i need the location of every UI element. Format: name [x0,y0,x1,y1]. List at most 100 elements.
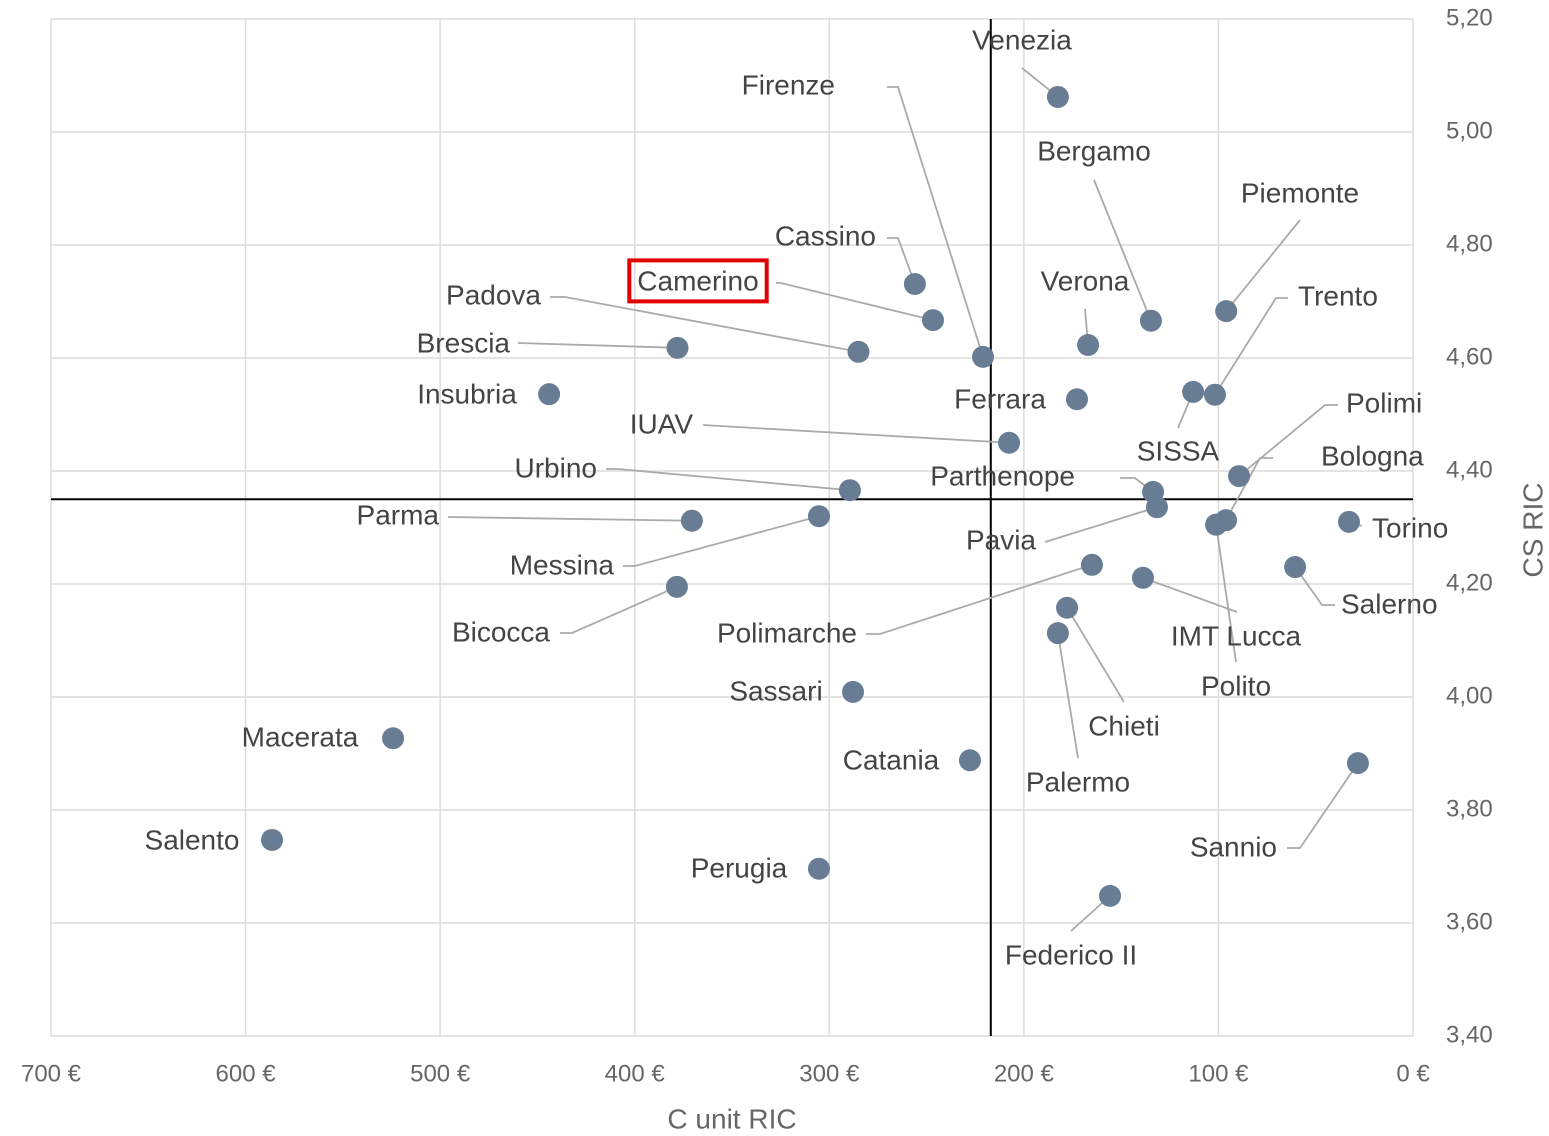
point [1046,622,1069,645]
point [903,272,926,295]
point-label: Parthenope [930,460,1075,491]
x-axis-title: C unit RIC [667,1103,796,1134]
point [1056,596,1079,619]
point-label: Torino [1372,512,1448,543]
point [1203,383,1226,406]
point [1228,465,1251,488]
point [261,828,284,851]
point-label: Venezia [972,24,1072,55]
point-label: Perugia [691,852,788,883]
point [1077,334,1100,357]
point [1205,513,1228,536]
point [807,857,830,880]
point [971,345,994,368]
x-tick-label: 0 € [1396,1060,1430,1087]
point-label: Brescia [417,327,511,358]
point-label: Polimi [1346,387,1422,418]
leader-line [1215,524,1237,663]
y-tick-label: 5,20 [1446,4,1493,31]
point [838,479,861,502]
point [921,309,944,332]
point [1099,884,1122,907]
point [665,575,688,598]
y-tick-label: 3,60 [1446,908,1493,935]
point-label: Polimarche [717,617,857,648]
point-label: Ferrara [954,383,1046,414]
x-tick-label: 700 € [21,1060,82,1087]
y-tick-label: 3,40 [1446,1021,1493,1048]
point-label: Palermo [1026,766,1130,797]
point [1139,309,1162,332]
point-label: Insubria [417,378,517,409]
point-label: Parma [357,499,440,530]
point [680,509,703,532]
point-label: Catania [843,744,940,775]
point [998,431,1021,454]
point-label: IMT Lucca [1171,620,1302,651]
leader-line [1142,576,1238,613]
point-label: Federico II [1005,939,1137,970]
y-tick-label: 4,00 [1446,682,1493,709]
point [1284,556,1307,579]
point [1182,380,1205,403]
point-label: Pavia [966,524,1036,555]
point-label: Sannio [1190,831,1277,862]
leader-line [447,516,692,522]
point-label: Salento [145,824,240,855]
y-tick-label: 3,80 [1446,795,1493,822]
point [958,749,981,772]
x-tick-label: 400 € [605,1060,666,1087]
leader-line [887,86,984,358]
point-label: Firenze [742,69,835,100]
point-label: SISSA [1137,435,1220,466]
point-label: Polito [1201,670,1271,701]
point [1046,85,1069,108]
point [1346,752,1369,775]
x-tick-label: 500 € [410,1060,471,1087]
y-axis-title: CS RIC [1517,483,1548,578]
point-label: Chieti [1088,710,1160,741]
point-label: Messina [510,549,615,580]
point [1065,388,1088,411]
leader-line [560,586,678,634]
point-label: Piemonte [1241,177,1359,208]
x-tick-label: 600 € [216,1060,277,1087]
point-label: Bologna [1321,440,1424,471]
point-label: Salerno [1341,588,1438,619]
leader-line [866,563,1093,635]
leader-line [1093,179,1152,322]
point-label: Bicocca [452,616,550,647]
point-label: Macerata [242,721,359,752]
x-tick-label: 100 € [1188,1060,1249,1087]
point-label: IUAV [630,408,694,439]
leader-line [517,342,678,349]
leader-line [702,424,1010,444]
point-label: Cassino [775,220,876,251]
y-tick-label: 4,20 [1446,569,1493,596]
point [847,340,870,363]
point-label: Bergamo [1037,135,1151,166]
x-tick-label: 300 € [799,1060,860,1087]
point [1080,553,1103,576]
point [1337,510,1360,533]
point-label: Camerino [637,265,758,296]
point [842,680,865,703]
leader-line [1057,633,1079,759]
y-tick-label: 5,00 [1446,117,1493,144]
point-label: Urbino [515,452,597,483]
leader-line [1238,404,1338,477]
leader-line [1044,506,1158,543]
point [1215,300,1238,323]
leader-line [776,282,934,322]
point [1145,496,1168,519]
y-tick-label: 4,80 [1446,230,1493,257]
point [382,727,405,750]
leader-line [1294,566,1335,606]
leader-line [1066,607,1125,703]
point [1131,566,1154,589]
leader-line [550,296,859,353]
point-label: Padova [446,279,541,310]
point-label: Trento [1298,280,1378,311]
leader-line [1214,297,1288,396]
